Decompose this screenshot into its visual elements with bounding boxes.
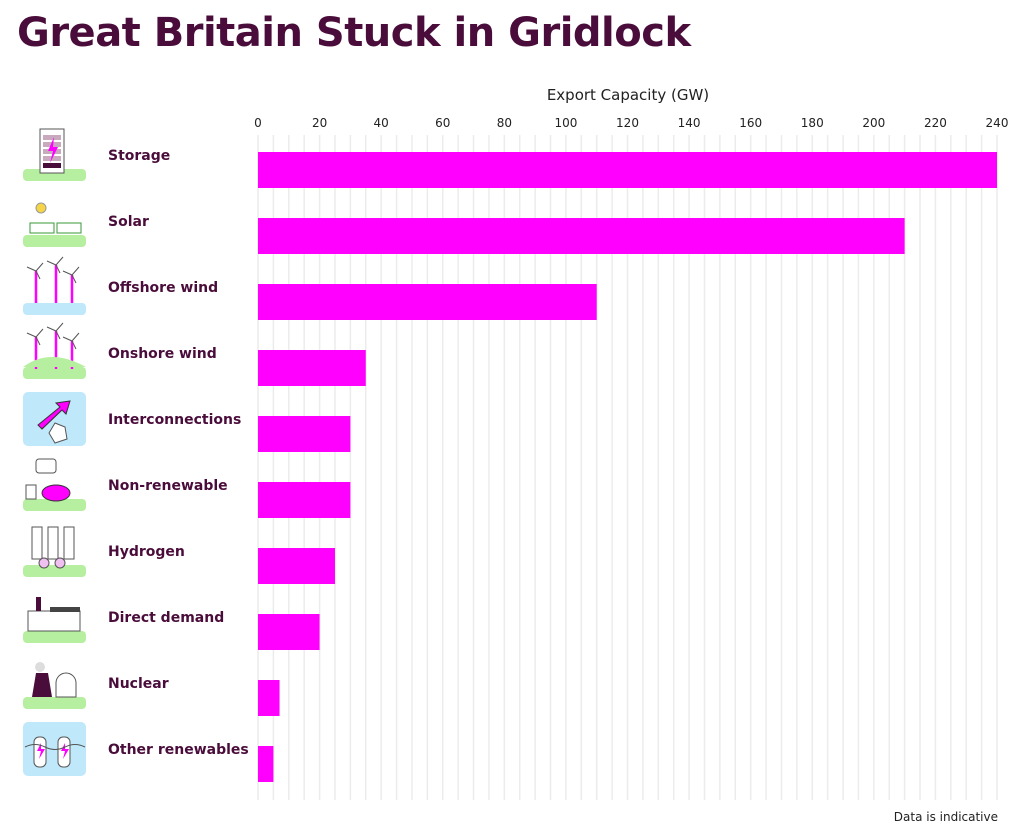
x-tick-label: 120 bbox=[616, 116, 639, 130]
bar-hydrogen bbox=[258, 548, 335, 584]
x-tick-label: 220 bbox=[924, 116, 947, 130]
interconnector-icon bbox=[23, 392, 86, 446]
category-label: Nuclear bbox=[108, 676, 169, 692]
x-tick-label: 40 bbox=[374, 116, 389, 130]
x-tick-label: 240 bbox=[986, 116, 1009, 130]
x-tick-label: 200 bbox=[862, 116, 885, 130]
x-tick-label: 0 bbox=[254, 116, 262, 130]
bar-nuclear bbox=[258, 680, 280, 716]
x-tick-label: 20 bbox=[312, 116, 327, 130]
bar-non-renewable bbox=[258, 482, 351, 518]
category-label: Storage bbox=[108, 148, 170, 164]
data-note: Data is indicative bbox=[893, 810, 998, 824]
x-tick-label: 160 bbox=[739, 116, 762, 130]
x-axis-label: Export Capacity (GW) bbox=[546, 86, 710, 104]
category-label: Interconnections bbox=[108, 412, 241, 428]
x-tick-label: 60 bbox=[435, 116, 450, 130]
category-label: Solar bbox=[108, 214, 149, 230]
bar-interconnections bbox=[258, 416, 351, 452]
category-label: Non-renewable bbox=[108, 478, 228, 494]
gas-plant-icon bbox=[23, 458, 86, 511]
battery-icon bbox=[23, 128, 86, 181]
category-label: Other renewables bbox=[108, 742, 249, 758]
hydrogen-icon bbox=[23, 526, 86, 577]
x-tick-label: 180 bbox=[801, 116, 824, 130]
bar-direct-demand bbox=[258, 614, 320, 650]
bar-other-renewables bbox=[258, 746, 274, 782]
bar-storage bbox=[258, 152, 997, 188]
x-tick-label: 100 bbox=[554, 116, 577, 130]
solar-panel-icon bbox=[23, 202, 86, 247]
chart-title: Great Britain Stuck in Gridlock bbox=[17, 10, 691, 56]
offshore-wind-icon bbox=[23, 256, 86, 315]
category-label: Onshore wind bbox=[108, 346, 217, 362]
x-tick-label: 140 bbox=[678, 116, 701, 130]
onshore-wind-icon bbox=[23, 322, 86, 379]
nuclear-plant-icon bbox=[23, 662, 86, 709]
factory-icon bbox=[23, 597, 86, 643]
category-label: Hydrogen bbox=[108, 544, 185, 560]
category-label: Direct demand bbox=[108, 610, 224, 626]
tidal-icon bbox=[23, 722, 86, 776]
bar-offshore-wind bbox=[258, 284, 597, 320]
bar-onshore-wind bbox=[258, 350, 366, 386]
category-label: Offshore wind bbox=[108, 280, 218, 296]
bar-solar bbox=[258, 218, 905, 254]
x-tick-label: 80 bbox=[497, 116, 512, 130]
